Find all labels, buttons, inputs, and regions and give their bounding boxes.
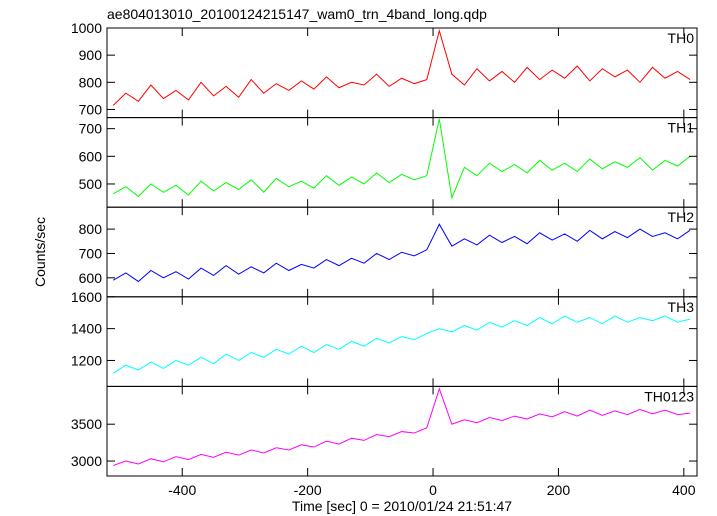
y-tick-label: 1200 (71, 352, 102, 368)
data-line (113, 387, 691, 466)
panel-label: TH0123 (644, 388, 694, 404)
panel-label: TH3 (668, 299, 695, 315)
y-tick-label: 900 (79, 47, 103, 63)
y-tick-label: 500 (79, 176, 103, 192)
panel-label: TH0 (668, 30, 695, 46)
y-tick-label: 800 (79, 74, 103, 90)
y-tick-label: 700 (79, 245, 103, 261)
panel-frame (106, 385, 698, 477)
panel-label: TH2 (668, 209, 695, 225)
y-tick-label: 1400 (71, 321, 102, 337)
x-tick-label: -400 (168, 482, 196, 498)
x-tick-label: 400 (672, 482, 696, 498)
y-tick-label: 3500 (71, 416, 102, 432)
y-tick-label: 1600 (71, 289, 102, 305)
y-tick-label: 800 (79, 221, 103, 237)
panel-frame (106, 296, 698, 387)
panel-frame (106, 117, 698, 208)
y-tick-label: 700 (79, 101, 103, 117)
data-line (112, 28, 691, 106)
y-axis-label: Counts/sec (32, 217, 48, 287)
data-line (113, 315, 691, 374)
y-tick-label: 3000 (71, 453, 102, 469)
y-tick-label: 600 (79, 270, 103, 286)
y-tick-label: 1000 (71, 20, 102, 36)
x-axis-label: Time [sec] 0 = 2010/01/24 21:51:47 (292, 498, 512, 514)
x-tick-label: 200 (547, 482, 571, 498)
y-tick-label: 600 (79, 148, 103, 164)
y-tick-label: 700 (79, 121, 103, 137)
chart-title: ae804013010_20100124215147_wam0_trn_4ban… (107, 6, 487, 22)
panel-label: TH1 (668, 120, 695, 136)
x-tick-label: -200 (294, 482, 322, 498)
data-line (113, 118, 691, 200)
data-line (113, 223, 691, 283)
x-tick-label: 0 (429, 482, 437, 498)
